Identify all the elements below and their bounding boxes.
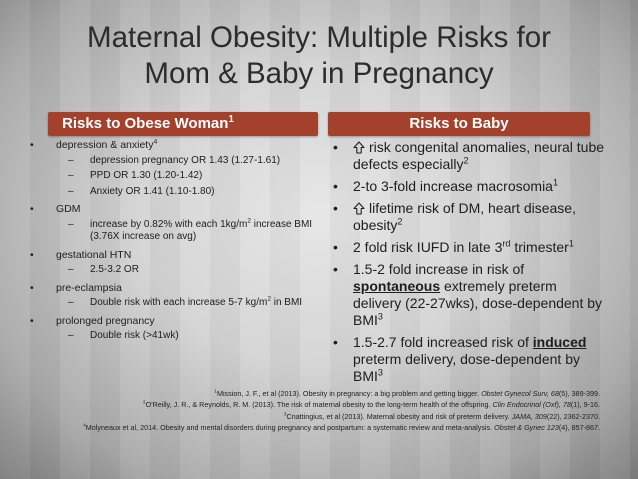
woman-risk-list: • depression & anxiety4 – depression pregn… xyxy=(28,139,328,348)
bullet: • xyxy=(30,248,34,261)
ref-pages: (5), 389-399. xyxy=(558,389,600,398)
list-item-congenital-anomalies: • risk congenital anomalies, neural tube… xyxy=(331,139,607,173)
risk-text: 1.5-2 fold increase in risk of xyxy=(353,261,525,277)
risk-text-cont: extremely preterm delivery (22-27wks), d… xyxy=(353,278,603,328)
bullet: • xyxy=(30,314,34,327)
references: 1Mission, J. F., et al (2013). Obesity i… xyxy=(40,388,600,434)
citation-sup: 1 xyxy=(552,177,559,188)
citation-sup: 2 xyxy=(463,155,469,166)
bullet: • xyxy=(333,334,338,350)
sub-item: 2.5-3.2 OR xyxy=(90,264,139,275)
risk-text: risk congenital anomalies, neural tube d… xyxy=(353,139,605,172)
citation-sup: 3 xyxy=(377,367,383,378)
reference-1: 1Mission, J. F., et al (2013). Obesity i… xyxy=(40,388,600,399)
risk-text: 2 fold risk IUFD in late 3 xyxy=(353,239,503,255)
risk-text-cont: preterm delivery, dose-dependent by BMI xyxy=(353,351,580,384)
sub-item: Anxiety OR 1.41 (1.10-1.80) xyxy=(90,185,215,197)
ref-journal: Obstet Gynecol Surv, 68 xyxy=(481,389,559,398)
sub-item: increase by 0.82% with each 1kg/m xyxy=(90,218,248,230)
title-line-2: Mom & Baby in Pregnancy xyxy=(144,57,494,90)
risks-to-woman-header-text: Risks to Obese Woman xyxy=(62,115,229,132)
bullet: • xyxy=(333,261,338,277)
dash: – xyxy=(68,330,74,341)
dash: – xyxy=(68,264,74,275)
sub-item: Double risk with each increase 5-7 kg/m xyxy=(90,297,268,308)
risks-to-woman-header: Risks to Obese Woman1 xyxy=(48,112,318,136)
list-item-macrosomia: • 2-to 3-fold increase macrosomia1 xyxy=(331,178,607,195)
dash: – xyxy=(68,185,74,197)
list-item-spontaneous-preterm: • 1.5-2 fold increase in risk of spontan… xyxy=(331,261,607,329)
risk-label: gestational HTN xyxy=(56,248,132,261)
reference-4: 4Molyneaux et al, 2014. Obesity and ment… xyxy=(40,422,600,433)
up-arrow-icon xyxy=(353,202,365,215)
risk-label: prolonged pregnancy xyxy=(56,314,155,327)
risk-text-cont: trimester xyxy=(510,239,569,255)
bullet: • xyxy=(30,281,34,294)
risks-to-baby-header: Risks to Baby xyxy=(328,112,590,136)
risk-text: lifetime risk of DM, heart disease, obes… xyxy=(353,200,576,233)
header-citation-sup: 1 xyxy=(228,114,234,125)
ref-journal: Clin Endocrinol (Oxf), 78 xyxy=(492,400,571,410)
list-item-depression: • depression & anxiety4 – depression pregn… xyxy=(28,139,328,198)
bullet: • xyxy=(333,239,338,255)
superscript: 2 xyxy=(267,295,271,303)
emphasis-text: induced xyxy=(532,334,587,350)
risk-label: pre-eclampsia xyxy=(56,281,122,294)
ref-pages: (22), 2362-2370. xyxy=(546,411,600,421)
ref-text: Cnattingius, et al (2013). Maternal obes… xyxy=(286,411,512,421)
bullet: • xyxy=(30,139,34,151)
citation-sup: 1 xyxy=(568,238,574,249)
reference-3: 3Cnattingius, et al (2013). Maternal obe… xyxy=(40,411,600,422)
list-item-gestational-htn: • gestational HTN – 2.5-3.2 OR xyxy=(28,249,328,277)
list-item-lifetime-risk: • lifetime risk of DM, heart disease, ob… xyxy=(331,200,607,234)
superscript: 2 xyxy=(247,217,251,225)
bullet: • xyxy=(333,139,338,155)
list-item-prolonged-pregnancy: • prolonged pregnancy – Double risk (>41wk… xyxy=(28,315,328,343)
ref-journal: JAMA, 309 xyxy=(511,411,547,421)
list-item-pre-eclampsia: • pre-eclampsia – Double risk with each in… xyxy=(28,282,328,310)
reference-2: 2O'Reilly, J. R., & Reynolds, R. M. (201… xyxy=(40,399,600,410)
title-line-1: Maternal Obesity: Multiple Risks for xyxy=(87,21,551,54)
sub-item-cont: in BMI xyxy=(270,297,303,308)
bullet: • xyxy=(333,178,338,194)
dash: – xyxy=(68,297,74,308)
ref-journal: Obstet & Gynec 123 xyxy=(494,423,559,433)
risk-text: 2-to 3-fold increase macrosomia xyxy=(353,178,553,194)
list-item-gdm: • GDM – increase by 0.82% with each 1kg/m2… xyxy=(28,203,328,244)
emphasis-text: spontaneous xyxy=(353,278,441,294)
risk-text: 1.5-2.7 fold increased risk of xyxy=(353,334,533,350)
ref-text: Molyneaux et al, 2014. Obesity and menta… xyxy=(85,423,495,433)
ref-text: O'Reilly, J. R., & Reynolds, R. M. (2013… xyxy=(145,400,493,410)
risk-label: depression & anxiety xyxy=(56,139,154,151)
list-item-iufd: • 2 fold risk IUFD in late 3rd trimester… xyxy=(331,239,607,256)
sub-item: Double risk (>41wk) xyxy=(90,330,179,341)
bullet: • xyxy=(333,200,338,216)
dash: – xyxy=(68,218,74,230)
ref-number: 4 xyxy=(83,422,86,428)
bullet: • xyxy=(30,203,34,215)
ref-number: 3 xyxy=(283,411,287,417)
baby-risk-list: • risk congenital anomalies, neural tube… xyxy=(331,139,607,390)
ref-pages: (4), 857-867. xyxy=(558,423,600,433)
sub-item-cont: increase BMI (3.76X increase on avg) xyxy=(90,218,313,243)
sub-item: depression pregnancy OR 1.43 (1.27-1.61) xyxy=(90,154,281,166)
ref-text: Mission, J. F., et al (2013). Obesity in… xyxy=(216,389,482,398)
slide-title: Maternal Obesity: Multiple Risks for Mom… xyxy=(30,20,608,92)
citation-sup: 4 xyxy=(153,138,158,146)
sub-item: PPD OR 1.30 (1.20-1.42) xyxy=(90,170,203,181)
risk-label: GDM xyxy=(56,203,81,215)
ref-number: 1 xyxy=(214,388,217,394)
dash: – xyxy=(68,170,74,181)
up-arrow-icon xyxy=(353,141,365,154)
ref-pages: (1), 9-16. xyxy=(570,400,600,410)
ordinal-sup: rd xyxy=(502,238,511,249)
ref-number: 2 xyxy=(143,400,146,406)
citation-sup: 2 xyxy=(397,216,403,227)
citation-sup: 3 xyxy=(377,311,383,322)
dash: – xyxy=(68,154,74,166)
list-item-induced-preterm: • 1.5-2.7 fold increased risk of induced… xyxy=(331,334,607,385)
